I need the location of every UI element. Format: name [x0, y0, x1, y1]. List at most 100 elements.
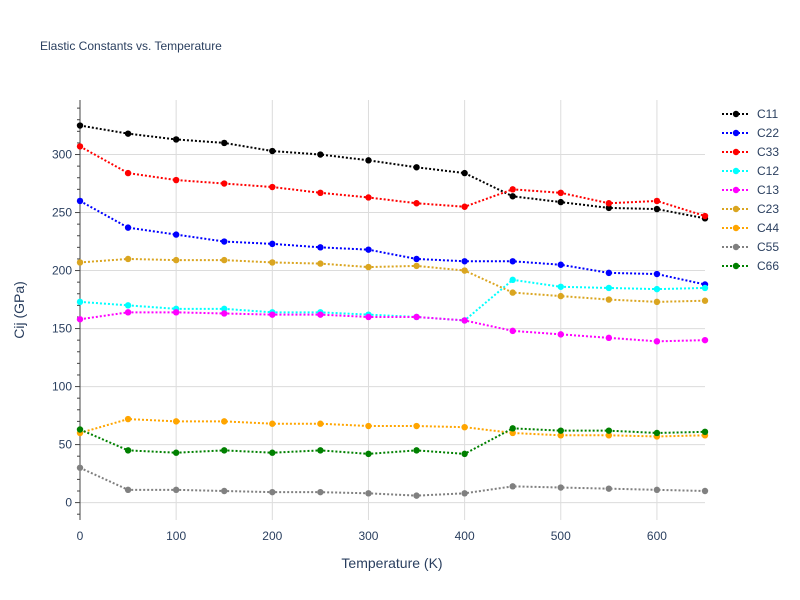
data-point-C55	[461, 490, 468, 497]
data-point-C66	[653, 429, 661, 437]
data-point-C55	[605, 485, 613, 492]
y-tick-label: 300	[52, 148, 72, 162]
legend-item-C22[interactable]: C22	[722, 126, 779, 140]
legend-label: C22	[757, 126, 779, 140]
data-point-C55	[269, 488, 276, 496]
data-point-C23	[413, 262, 420, 270]
data-point-C66	[269, 449, 276, 456]
data-point-C23	[317, 260, 324, 267]
chart-title: Elastic Constants vs. Temperature	[40, 39, 222, 53]
legend-item-C66[interactable]: C66	[722, 259, 779, 273]
data-point-C12	[605, 284, 613, 292]
data-point-C13	[653, 338, 661, 345]
x-tick-label: 400	[455, 529, 475, 543]
y-tick-label: 50	[59, 438, 73, 452]
data-point-C13	[124, 309, 132, 316]
data-point-C22	[557, 261, 564, 268]
data-point-C44	[605, 432, 613, 439]
data-point-C13	[365, 313, 372, 321]
data-point-C55	[509, 483, 516, 490]
legend-label: C55	[757, 240, 779, 254]
data-point-C33	[269, 183, 276, 191]
legend-label: C13	[757, 183, 779, 197]
data-point-C11	[76, 122, 84, 129]
legend-marker	[732, 262, 740, 270]
legend-marker	[732, 205, 740, 213]
legend-item-C12[interactable]: C12	[722, 164, 779, 178]
legend-item-C55[interactable]: C55	[722, 240, 779, 254]
data-point-C22	[509, 258, 516, 265]
data-point-C55	[557, 484, 564, 491]
data-point-C11	[269, 147, 276, 155]
data-point-C55	[221, 487, 228, 495]
legend-item-C23[interactable]: C23	[722, 202, 779, 216]
legend-marker	[732, 224, 740, 232]
legend-label: C66	[757, 259, 779, 273]
data-point-C23	[605, 296, 613, 303]
data-point-C11	[557, 198, 564, 206]
legend[interactable]: C11 C22 C33 C12 C13 C23 C44 C55 C66	[722, 107, 779, 273]
axes	[75, 100, 81, 520]
data-point-C55	[76, 464, 84, 471]
x-tick-label: 600	[647, 529, 667, 543]
data-point-C11	[124, 130, 132, 137]
series-line-C13	[79, 311, 706, 343]
data-point-C33	[653, 197, 661, 205]
data-point-C44	[221, 418, 228, 425]
y-axis-title: Cij (GPa)	[11, 281, 27, 339]
data-point-C33	[413, 200, 420, 207]
data-point-C11	[509, 193, 516, 200]
data-point-C44	[365, 422, 372, 430]
data-point-C13	[269, 311, 276, 318]
data-point-C44	[461, 423, 468, 431]
data-point-C55	[365, 490, 372, 497]
legend-item-C11[interactable]: C11	[722, 107, 778, 121]
data-point-C22	[269, 240, 276, 248]
data-point-C55	[124, 486, 132, 494]
data-point-C23	[509, 289, 516, 296]
data-point-C55	[701, 487, 709, 495]
legend-marker	[732, 110, 740, 118]
data-point-C44	[124, 415, 132, 423]
data-point-C13	[317, 311, 324, 318]
data-point-C23	[557, 292, 564, 300]
data-point-C66	[509, 425, 516, 432]
legend-item-C44[interactable]: C44	[722, 221, 779, 235]
y-tick-label: 250	[52, 206, 72, 220]
legend-item-C13[interactable]: C13	[722, 183, 779, 197]
data-point-C22	[365, 246, 372, 253]
data-point-C11	[221, 139, 228, 147]
data-point-C66	[413, 447, 420, 454]
legend-marker	[732, 129, 740, 137]
data-point-C11	[365, 157, 372, 164]
data-point-C66	[365, 450, 372, 458]
data-point-C33	[317, 189, 324, 197]
series-line-C66	[79, 427, 706, 455]
legend-item-C33[interactable]: C33	[722, 145, 779, 159]
data-point-C66	[172, 449, 180, 456]
data-point-C33	[701, 212, 709, 220]
data-point-C33	[509, 186, 516, 193]
data-point-C22	[413, 255, 420, 263]
data-point-C13	[221, 310, 228, 317]
data-point-C66	[124, 447, 132, 454]
ticks: 0 100 200 300 400 500 600 0 50 100 150 200 250 300	[52, 148, 667, 543]
data-point-C55	[317, 488, 324, 496]
series-layer	[76, 122, 709, 499]
data-point-C33	[172, 176, 180, 184]
legend-marker	[732, 243, 740, 251]
data-point-C66	[76, 426, 84, 433]
data-point-C66	[461, 450, 468, 458]
data-point-C12	[221, 305, 228, 313]
data-point-C13	[557, 331, 564, 338]
x-tick-label: 100	[166, 529, 186, 543]
data-point-C23	[653, 298, 661, 306]
y-tick-label: 100	[52, 380, 72, 394]
grid	[79, 100, 705, 520]
data-point-C55	[172, 486, 180, 494]
data-point-C23	[76, 259, 84, 266]
data-point-C33	[124, 169, 132, 177]
data-point-C22	[221, 238, 228, 245]
data-point-C44	[172, 418, 180, 425]
